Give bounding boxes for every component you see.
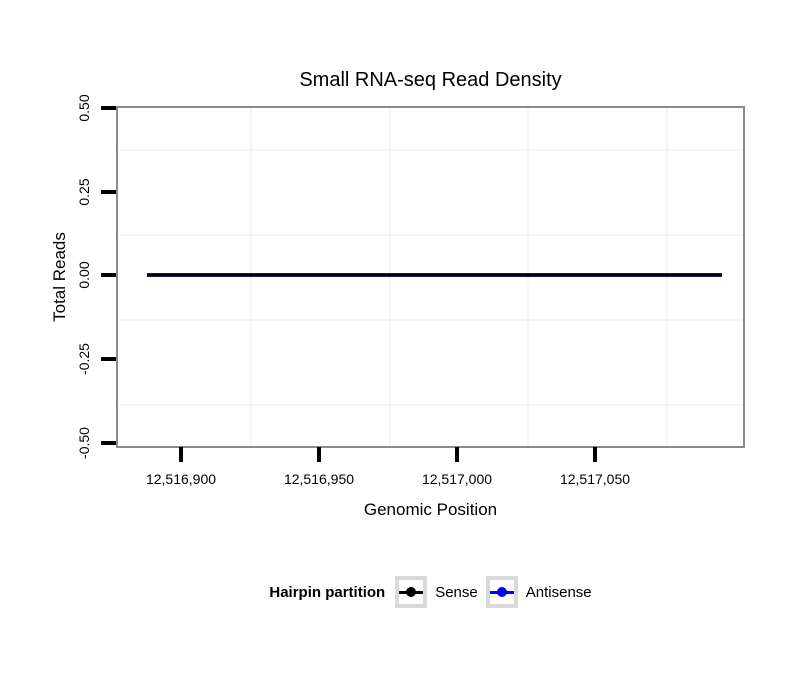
sense-point-icon	[406, 587, 417, 597]
x-tick-label: 12,516,950	[283, 471, 355, 487]
minor-gridline-vertical	[527, 108, 529, 446]
x-tick-mark	[593, 447, 597, 462]
minor-gridline-vertical	[389, 108, 391, 446]
y-tick-label: -0.25	[76, 343, 92, 375]
minor-gridline-vertical	[250, 108, 252, 446]
legend-label-sense: Sense	[435, 583, 478, 601]
y-axis-title: Total Reads	[50, 232, 69, 322]
minor-gridline-horizontal	[118, 404, 743, 406]
x-axis-title: Genomic Position	[363, 500, 498, 519]
y-tick-mark	[101, 441, 116, 445]
y-tick-label: 0.00	[76, 261, 92, 289]
minor-gridline-vertical	[666, 108, 668, 446]
y-tick-mark	[101, 273, 116, 277]
x-tick-mark	[179, 447, 183, 462]
y-tick-mark	[101, 106, 116, 110]
chart-title: Small RNA-seq Read Density	[299, 69, 562, 91]
legend-key-antisense	[485, 576, 518, 608]
series-line-sense-antisense-overlap	[147, 273, 722, 277]
y-tick-mark	[101, 357, 116, 361]
x-tick-label: 12,517,000	[421, 471, 493, 487]
x-tick-label: 12,516,900	[145, 471, 217, 487]
plot-panel	[116, 106, 745, 448]
y-tick-label: -0.50	[76, 427, 92, 459]
legend-title: Hairpin partition	[269, 583, 386, 601]
y-tick-mark	[101, 190, 116, 194]
minor-gridline-horizontal	[118, 319, 743, 321]
minor-gridline-horizontal	[118, 234, 743, 236]
legend-label-antisense: Antisense	[525, 583, 592, 601]
y-tick-label: 0.50	[76, 94, 92, 122]
minor-gridline-horizontal	[118, 149, 743, 151]
y-tick-label: 0.25	[76, 178, 92, 206]
x-tick-mark	[317, 447, 321, 462]
x-tick-label: 12,517,050	[559, 471, 631, 487]
x-tick-mark	[455, 447, 459, 462]
legend: Hairpin partition Sense Antisense	[116, 573, 745, 611]
legend-key-sense	[395, 576, 428, 608]
antisense-point-icon	[496, 587, 507, 597]
